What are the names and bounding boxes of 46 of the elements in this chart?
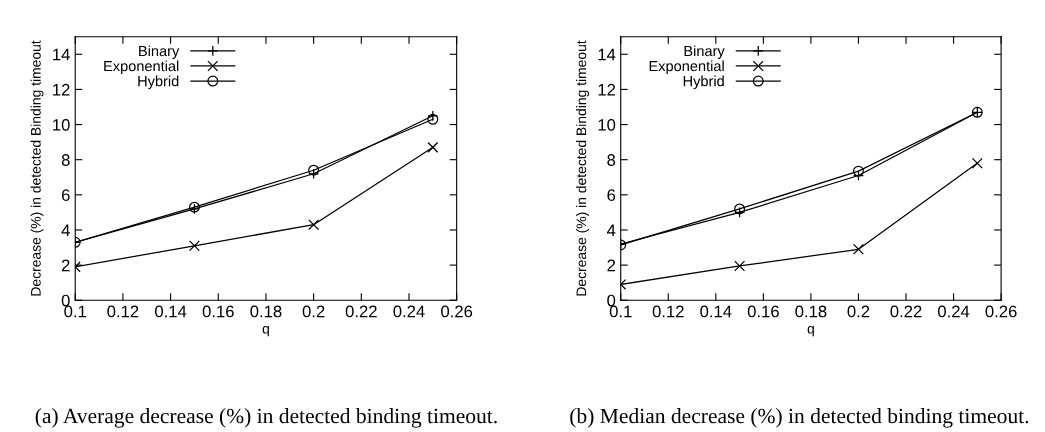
x-tick-label: 0.24 [938, 305, 970, 318]
x-tick-label: 0.14 [700, 305, 732, 318]
y-tick-label: 10 [598, 118, 616, 131]
x-tick-label: 0.24 [393, 305, 425, 318]
y-tick-label: 0 [607, 294, 616, 307]
x-tick-label: 0.18 [795, 305, 827, 318]
x-tick-label: 0.22 [890, 305, 922, 318]
x-tick-label: 0.2 [847, 305, 870, 318]
legend-label: Exponential [649, 60, 724, 75]
y-tick-label: 0 [61, 294, 70, 307]
legend-label: Exponential [104, 60, 179, 75]
legend-label: Hybrid [138, 75, 179, 90]
legend-label: Hybrid [683, 75, 724, 90]
x-tick-label: 0.12 [107, 305, 139, 318]
y-tick-label: 14 [598, 48, 616, 61]
y-tick-label: 12 [53, 83, 70, 96]
y-tick-label: 6 [61, 189, 70, 202]
y-tick-label: 8 [61, 154, 70, 166]
legend-label: Binary [684, 45, 725, 60]
legend-label: Binary [139, 45, 180, 60]
x-tick-label: 0.2 [302, 305, 325, 318]
y-tick-label: 4 [606, 224, 616, 237]
x-tick-label: 0.26 [985, 305, 1017, 318]
x-tick-label: 0.14 [155, 305, 187, 318]
y-tick-label: 14 [53, 48, 70, 61]
x-axis-title: q [262, 326, 269, 337]
x-tick-label: 0.12 [652, 305, 684, 318]
y-axis-title: Decrease (%) in detected Binding timeout [30, 40, 44, 296]
y-tick-label: 4 [61, 224, 70, 237]
x-axis-title: q [807, 326, 814, 337]
y-axis-title: Decrease (%) in detected Binding timeout [576, 40, 589, 296]
y-tick-label: 8 [607, 154, 616, 166]
x-tick-label: 0.26 [441, 305, 473, 318]
x-tick-label: 0.1 [609, 305, 632, 318]
x-tick-label: 0.16 [202, 305, 234, 318]
x-tick-label: 0.1 [64, 305, 87, 318]
y-tick-label: 2 [61, 259, 70, 272]
text: (a) Average decrease (%) in detected binding timeout. [35, 408, 497, 428]
y-tick-label: 2 [607, 259, 616, 272]
x-tick-label: 0.18 [250, 305, 282, 318]
y-tick-label: 12 [598, 83, 616, 96]
text: (b) Median decrease (%) in detected binding timeout. [570, 408, 1029, 428]
y-tick-label: 10 [53, 118, 70, 131]
y-tick-label: 6 [607, 189, 616, 202]
x-tick-label: 0.22 [345, 305, 377, 318]
x-tick-label: 0.16 [747, 305, 779, 318]
